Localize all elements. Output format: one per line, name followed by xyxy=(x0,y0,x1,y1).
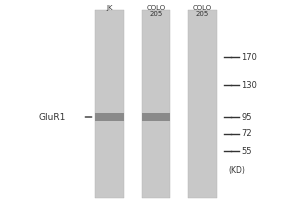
Text: COLO
205: COLO 205 xyxy=(193,5,212,18)
Bar xyxy=(95,113,124,121)
Text: GluR1: GluR1 xyxy=(39,112,66,121)
Text: COLO
205: COLO 205 xyxy=(146,5,166,18)
Bar xyxy=(142,113,170,121)
Bar xyxy=(188,10,217,198)
Text: 55: 55 xyxy=(242,146,252,156)
Text: 170: 170 xyxy=(242,52,257,62)
Text: 95: 95 xyxy=(242,112,252,121)
Text: (KD): (KD) xyxy=(228,166,245,176)
Text: 130: 130 xyxy=(242,81,257,90)
Text: 72: 72 xyxy=(242,130,252,138)
Text: JK: JK xyxy=(106,5,113,11)
Bar xyxy=(95,10,124,198)
Bar xyxy=(142,10,170,198)
